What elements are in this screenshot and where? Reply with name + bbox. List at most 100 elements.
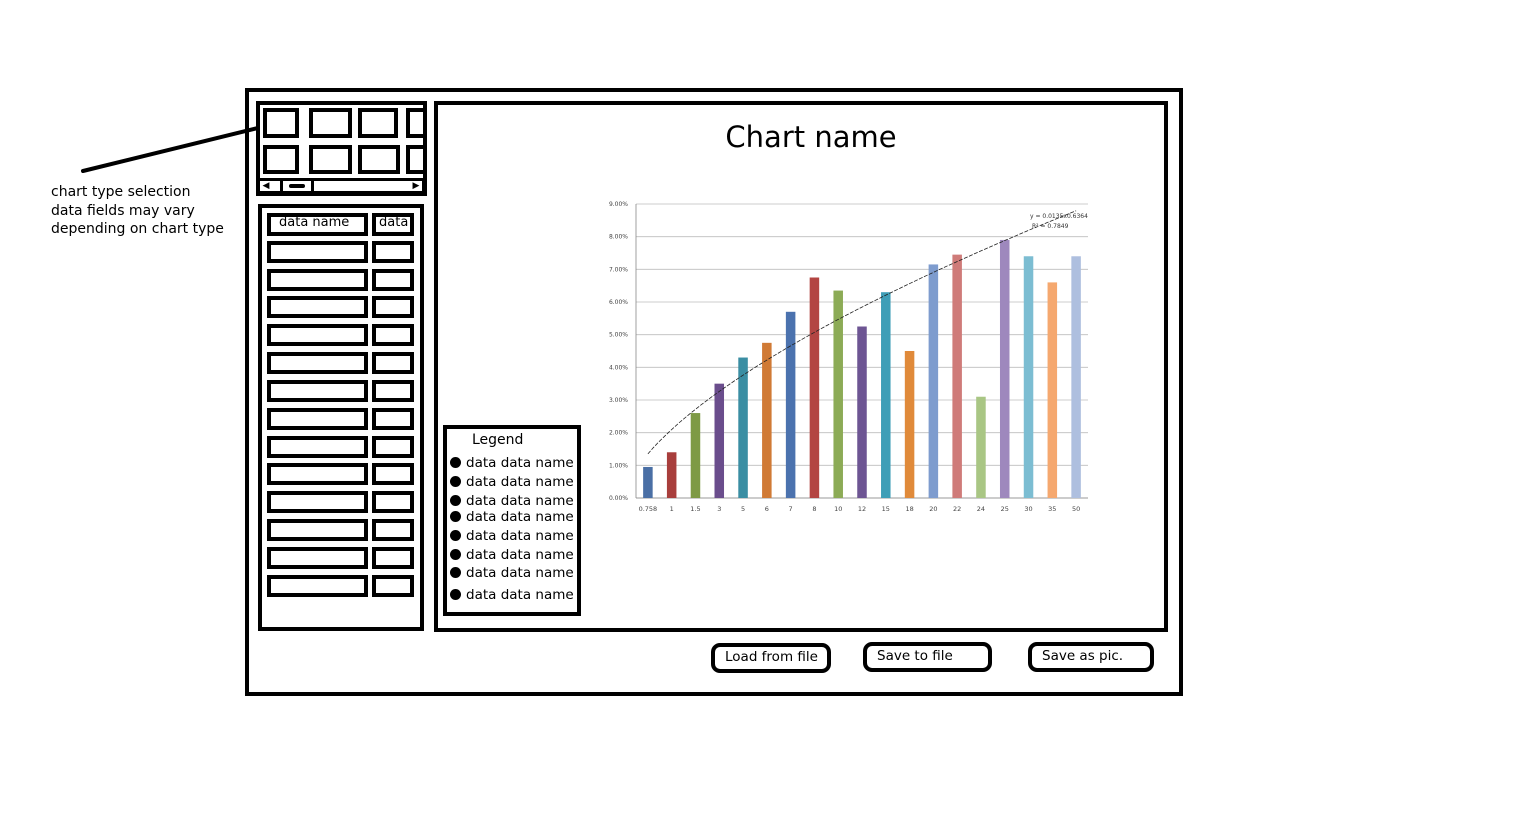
legend-item: data data name	[450, 492, 574, 510]
bullet-icon	[450, 567, 461, 578]
chart-type-option[interactable]	[358, 145, 400, 174]
chart-bar	[738, 357, 748, 498]
legend-item: data data name	[450, 454, 574, 472]
scroll-right-icon[interactable]: ▶	[412, 181, 420, 191]
bullet-icon	[450, 476, 461, 487]
chart-area	[434, 101, 1168, 632]
data-name-input[interactable]	[267, 380, 368, 402]
bullet-icon	[450, 495, 461, 506]
annotation-line: data fields may vary	[51, 202, 195, 219]
x-tick-label: 25	[1001, 505, 1009, 513]
y-tick-label: 7.00%	[609, 266, 628, 273]
data-name-input[interactable]	[267, 575, 368, 597]
load-from-file-button[interactable]: Load from file	[711, 643, 831, 673]
chart-bar	[999, 239, 1010, 498]
data-name-input[interactable]	[267, 436, 368, 458]
chart-bar	[666, 452, 677, 498]
x-tick-label: 0.758	[639, 505, 658, 513]
legend-item-label: data data name	[466, 474, 574, 490]
bullet-icon	[450, 589, 461, 600]
data-name-input[interactable]	[267, 241, 368, 263]
legend-item: data data name	[450, 508, 574, 526]
data-name-input[interactable]	[267, 408, 368, 430]
annotation-note: chart type selection data fields may var…	[51, 183, 224, 239]
chart-bar	[809, 277, 820, 498]
chart-type-option[interactable]	[263, 108, 299, 138]
chart-type-option[interactable]	[263, 145, 299, 174]
data-name-input[interactable]	[267, 324, 368, 346]
data-value-input[interactable]	[372, 491, 414, 513]
x-tick-label: 18	[905, 505, 913, 513]
data-name-input[interactable]	[267, 519, 368, 541]
chart-bar	[1071, 256, 1081, 498]
legend-item-label: data data name	[466, 528, 574, 544]
data-name-input[interactable]	[267, 547, 368, 569]
data-value-input[interactable]	[372, 547, 414, 569]
data-table-panel	[258, 204, 424, 631]
data-value-input[interactable]	[372, 436, 414, 458]
trendline-r2: R² = 0.7849	[1032, 223, 1069, 230]
data-value-input[interactable]	[372, 463, 414, 485]
chart-bar	[881, 292, 891, 498]
trendline	[647, 210, 1077, 455]
y-tick-label: 5.00%	[609, 332, 628, 339]
chart-type-option[interactable]	[406, 145, 424, 174]
data-value-input[interactable]	[372, 408, 414, 430]
data-value-input[interactable]	[372, 241, 414, 263]
y-tick-label: 1.00%	[609, 462, 628, 469]
data-name-input[interactable]	[267, 463, 368, 485]
legend-item: data data name	[450, 527, 574, 545]
x-tick-label: 5	[741, 505, 745, 513]
x-tick-label: 30	[1024, 505, 1032, 513]
data-value-input[interactable]	[372, 269, 414, 291]
x-tick-label: 10	[834, 505, 842, 513]
x-tick-label: 1.5	[690, 505, 700, 513]
x-tick-label: 20	[929, 505, 937, 513]
chart-type-option[interactable]	[406, 108, 424, 138]
data-value-input[interactable]	[372, 296, 414, 318]
data-value-input[interactable]	[372, 380, 414, 402]
x-tick-label: 6	[765, 505, 769, 513]
legend-item-label: data data name	[466, 565, 574, 581]
bullet-icon	[450, 549, 461, 560]
x-tick-label: 8	[812, 505, 816, 513]
data-value-input[interactable]	[372, 575, 414, 597]
chart-bar	[976, 396, 986, 498]
chart-type-option[interactable]	[309, 145, 352, 174]
data-name-input[interactable]	[267, 296, 368, 318]
legend-item-label: data data name	[466, 547, 574, 563]
chart-title: Chart name	[725, 120, 897, 154]
data-value-input[interactable]	[372, 324, 414, 346]
chart-bar	[690, 413, 701, 498]
x-tick-label: 50	[1072, 505, 1080, 513]
legend-item: data data name	[450, 564, 574, 582]
data-value-input[interactable]	[372, 519, 414, 541]
y-tick-label: 4.00%	[609, 364, 628, 371]
y-tick-label: 2.00%	[609, 430, 628, 437]
chart-bar	[833, 290, 843, 498]
x-tick-label: 24	[977, 505, 985, 513]
column-header-data-name: data name	[267, 213, 368, 236]
y-tick-label: 9.00%	[609, 201, 628, 208]
save-as-pic-button[interactable]: Save as pic.	[1028, 642, 1154, 672]
x-tick-label: 12	[858, 505, 866, 513]
scroll-left-icon[interactable]: ◀	[262, 181, 270, 191]
y-tick-label: 3.00%	[609, 397, 628, 404]
save-to-file-button[interactable]: Save to file	[863, 642, 992, 672]
chart-type-option[interactable]	[358, 108, 398, 138]
data-name-input[interactable]	[267, 352, 368, 374]
column-header-data: data	[372, 213, 414, 236]
x-tick-label: 22	[953, 505, 961, 513]
chart-type-option[interactable]	[309, 108, 352, 138]
data-value-input[interactable]	[372, 352, 414, 374]
bullet-icon	[450, 530, 461, 541]
trendline-equation: y = 0.0135x0.6364	[1030, 213, 1088, 220]
data-name-input[interactable]	[267, 491, 368, 513]
annotation-line: depending on chart type	[51, 221, 224, 237]
scrollbar-thumb[interactable]	[280, 178, 314, 194]
chart-bar	[952, 254, 962, 498]
x-tick-label: 7	[789, 505, 793, 513]
chart-type-scrollbar[interactable]: ◀ ▶	[257, 178, 425, 194]
data-name-input[interactable]	[267, 269, 368, 291]
chart-bar	[928, 264, 939, 498]
